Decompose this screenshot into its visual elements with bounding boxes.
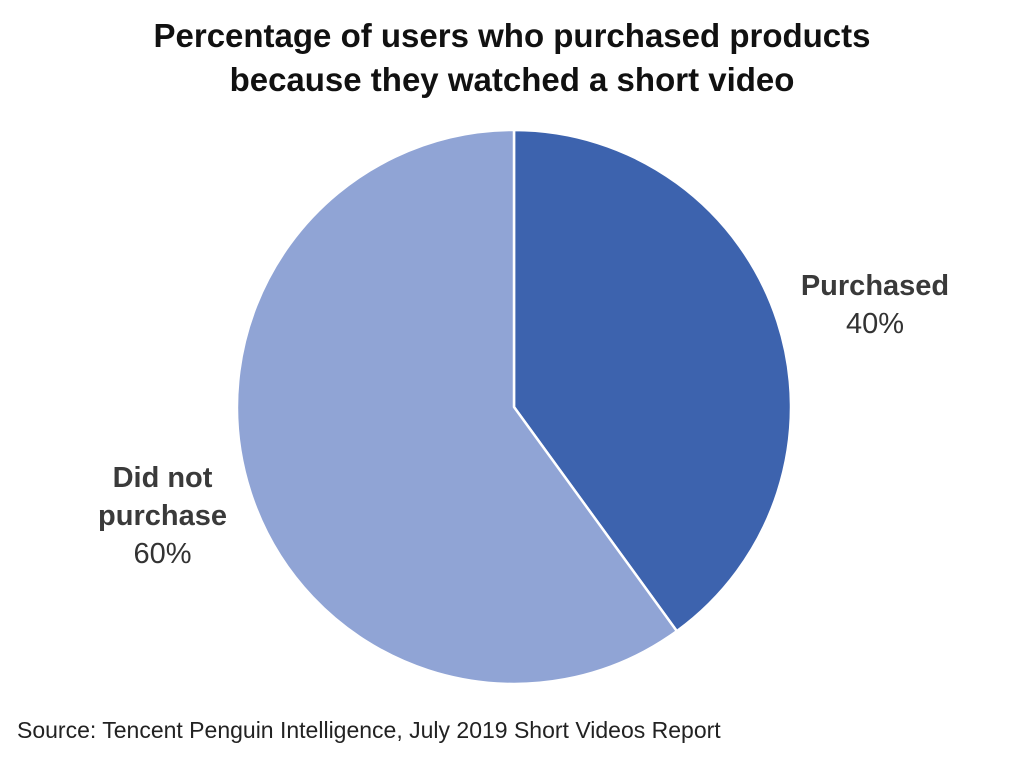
chart-title: Percentage of users who purchased produc… (0, 14, 1024, 102)
pie-slice-did-not-purchase (235, 128, 679, 686)
pie-slice-purchased (512, 128, 793, 633)
slice-label-did-not-purchase-name-line-1: Did not (112, 462, 213, 494)
chart-title-line-1: Percentage of users who purchased produc… (153, 17, 871, 54)
chart-source-note: Source: Tencent Penguin Intelligence, Ju… (17, 717, 721, 743)
slice-label-did-not-purchase-name-line-2: purchase (98, 500, 227, 532)
slice-label-purchased: Purchased 40% (790, 267, 960, 343)
slice-label-purchased-name: Purchased (800, 270, 950, 302)
slice-label-purchased-value: 40% (845, 308, 905, 340)
slice-label-did-not-purchase: Did not purchase 60% (80, 459, 245, 573)
slice-label-did-not-purchase-value: 60% (133, 538, 192, 570)
chart-title-line-2: because they watched a short video (229, 61, 795, 98)
